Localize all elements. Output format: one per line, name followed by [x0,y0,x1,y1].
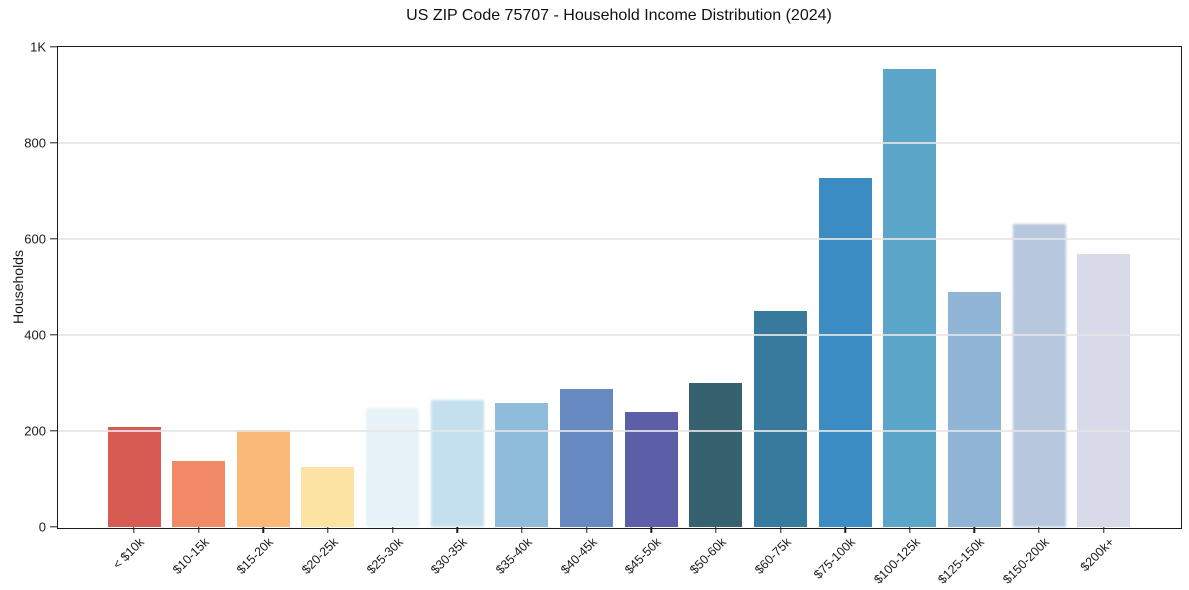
x-tick-label: < $10k [110,535,147,572]
x-tick-label: $15-20k [234,535,277,577]
bar [754,311,807,527]
x-tick-mark [327,527,329,533]
gridline [58,142,1180,144]
bar [947,292,1001,527]
x-tick-label: $50-60k [686,535,729,577]
x-tick-label: $25-30k [363,535,406,577]
x-tick-mark [1038,527,1040,533]
bar [430,400,484,527]
y-tick-label: 1K [30,39,46,55]
bar [1012,223,1066,527]
x-tick-mark [585,527,588,533]
x-tick-label: $10-15k [169,535,212,577]
bar [495,403,549,527]
bar [689,383,743,527]
y-tick-label: 0 [38,519,46,535]
x-tick-label: $100-125k [871,535,923,587]
x-tick-label: $35-40k [492,535,535,577]
x-tick-mark [650,527,652,533]
x-tick-mark [779,527,782,533]
bar [107,426,161,527]
bar [624,411,678,527]
x-tick-mark [973,527,976,533]
x-tick-mark [1103,527,1105,533]
x-tick-label: $30-35k [428,535,471,577]
x-tick-mark [715,527,717,533]
x-tick-mark [456,527,458,533]
x-tick-mark [909,527,911,533]
y-tick-label: 200 [24,423,46,439]
bar [301,467,355,527]
y-tick-mark [50,238,57,240]
chart-title: US ZIP Code 75707 - Household Income Dis… [406,7,832,24]
gridline [58,238,1180,240]
x-tick-mark [262,527,264,533]
y-tick-label: 400 [24,327,46,343]
x-tick-mark [133,527,135,533]
y-tick-mark [50,142,57,144]
y-tick-mark [50,526,57,528]
y-tick-mark [50,334,57,336]
y-axis-label: Households [10,250,26,324]
x-tick-mark [521,527,523,533]
x-tick-label: $200k+ [1077,535,1117,575]
x-tick-label: $40-45k [557,535,600,577]
x-tick-mark [844,527,846,533]
gridline [58,334,1180,336]
x-tick-label: $45-50k [622,535,665,577]
x-tick-label: $20-25k [298,535,341,577]
bar [236,430,290,527]
bar [883,68,937,527]
bar [366,408,420,527]
x-tick-mark [391,527,394,533]
x-tick-label: $60-75k [751,535,794,577]
plot-area: 0 200 400 600 800 1K < $10k $10-15k $15-20k $20-2… [24,40,1182,587]
y-tick-label: 600 [24,231,46,247]
x-tick-label: $125-150k [935,535,988,587]
gridline [58,430,1180,432]
bar [1077,254,1131,527]
x-tick-label: $75-100k [811,535,859,582]
bar [560,389,614,527]
y-tick-mark [50,430,57,432]
x-tick-label: $150-200k [1000,535,1052,587]
bar [172,460,226,527]
y-tick-mark [50,46,57,48]
bar [818,178,872,527]
y-tick-label: 800 [24,135,46,151]
x-tick-mark [197,527,200,533]
